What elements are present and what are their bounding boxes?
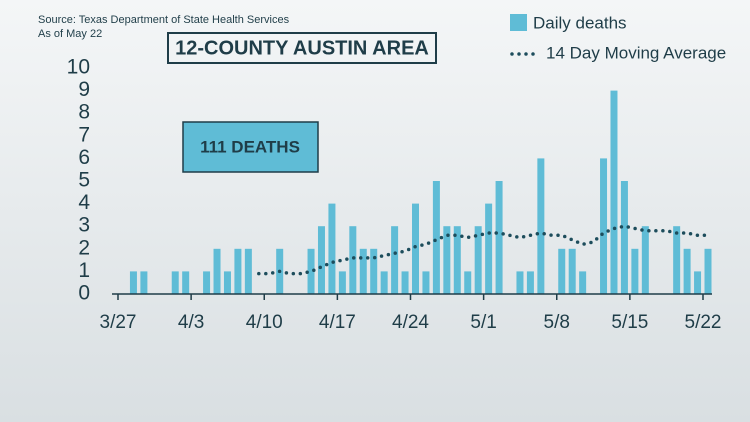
bar: [338, 271, 346, 294]
bar: [620, 181, 628, 294]
x-tick-label: 5/22: [685, 312, 722, 333]
bar: [694, 271, 702, 294]
bar: [704, 248, 712, 294]
bar: [474, 226, 482, 294]
y-tick-label: 2: [78, 236, 90, 259]
bar: [641, 226, 649, 294]
chart-title: 12-COUNTY AUSTIN AREA: [175, 37, 429, 59]
bar: [558, 248, 566, 294]
bar: [600, 158, 608, 294]
bar: [307, 248, 315, 294]
legend-swatch: [510, 14, 527, 31]
bar: [683, 248, 691, 294]
x-tick-label: 4/24: [392, 312, 429, 333]
x-tick-label: 5/8: [544, 312, 570, 333]
bar: [443, 226, 451, 294]
bar: [317, 226, 325, 294]
y-tick-label: 6: [78, 146, 90, 169]
bar: [223, 271, 231, 294]
bar: [432, 181, 440, 294]
bar: [140, 271, 148, 294]
bar: [401, 271, 409, 294]
source: Source: Texas Department of State Health…: [38, 14, 290, 26]
legend-label: Daily deaths: [533, 13, 627, 32]
y-tick-label: 4: [78, 191, 90, 214]
bar: [203, 271, 211, 294]
bar: [673, 226, 681, 294]
bar: [485, 203, 493, 294]
bar: [464, 271, 472, 294]
bar: [182, 271, 190, 294]
bar: [359, 248, 367, 294]
x-tick-label: 3/27: [100, 312, 137, 333]
y-tick-label: 8: [78, 101, 90, 124]
bar: [422, 271, 430, 294]
bar: [213, 248, 221, 294]
bar: [234, 248, 242, 294]
x-tick-label: 5/15: [611, 312, 648, 333]
bar: [579, 271, 587, 294]
y-tick-label: 5: [78, 169, 90, 192]
bar: [568, 248, 576, 294]
annotation-box: [182, 121, 319, 173]
y-tick-label: 0: [78, 282, 90, 305]
bar: [537, 158, 545, 294]
bar: [495, 181, 503, 294]
bar: [516, 271, 524, 294]
bar: [412, 203, 419, 294]
y-tick-label: 3: [78, 214, 90, 237]
bar: [631, 248, 639, 294]
bar: [453, 226, 461, 294]
bar: [370, 248, 378, 294]
x-tick-label: 5/1: [470, 312, 496, 333]
x-tick-label: 4/17: [319, 312, 356, 333]
bar: [380, 271, 388, 294]
y-tick-label: 10: [67, 56, 90, 79]
bar: [391, 226, 399, 294]
x-tick-label: 4/10: [246, 312, 283, 333]
bar: [244, 248, 252, 294]
bar: [171, 271, 179, 294]
bar: [129, 271, 137, 294]
y-tick-label: 9: [78, 78, 90, 101]
annotation: 111 DEATHS: [200, 137, 300, 156]
bar: [526, 271, 534, 294]
y-tick-label: 1: [78, 259, 90, 282]
title-box: [167, 32, 437, 64]
y-tick-label: 7: [78, 123, 90, 146]
bar: [349, 226, 357, 294]
bar: [328, 203, 336, 294]
bar: [610, 90, 618, 294]
legend-label: 14 Day Moving Average: [546, 43, 726, 62]
moving-average-line: [257, 224, 710, 276]
as-of: As of May 22: [38, 28, 102, 40]
x-tick-label: 4/3: [178, 312, 204, 333]
